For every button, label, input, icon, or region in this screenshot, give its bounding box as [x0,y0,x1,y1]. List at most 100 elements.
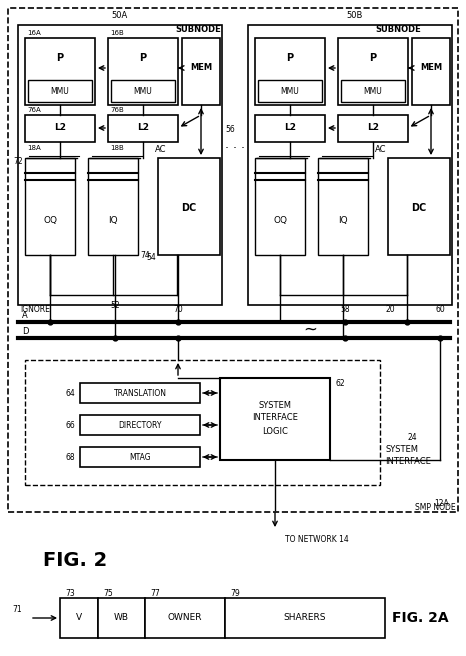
Text: WB: WB [114,613,129,623]
Bar [338,38,408,105]
Text: AC: AC [375,146,386,155]
Bar [8,8,458,512]
Text: MMU: MMU [51,87,69,96]
Text: FIG. 2A: FIG. 2A [392,611,448,625]
Bar [25,115,95,142]
Bar [182,38,220,105]
Text: SHARERS: SHARERS [284,613,326,623]
Text: TO NETWORK 14: TO NETWORK 14 [285,535,349,544]
Text: MEM: MEM [420,64,442,73]
Bar [220,378,330,460]
Text: DIRECTORY: DIRECTORY [118,420,162,430]
Text: MMU: MMU [281,87,299,96]
Text: OWNER: OWNER [168,613,202,623]
Bar [25,38,95,105]
Text: 70: 70 [173,306,183,314]
Text: ~: ~ [303,321,317,339]
Text: AC: AC [155,146,166,155]
Text: 60: 60 [435,306,445,314]
Text: SUBNODE: SUBNODE [175,26,221,35]
Text: SYSTEM: SYSTEM [385,445,418,455]
Text: 76B: 76B [110,107,124,113]
Text: V: V [76,613,82,623]
Text: TRANSLATION: TRANSLATION [114,388,166,398]
Text: 24: 24 [408,434,418,443]
Bar [88,158,138,255]
Text: 66: 66 [65,420,75,430]
Text: L2: L2 [137,123,149,133]
Bar [60,598,98,638]
Text: INTERFACE: INTERFACE [385,457,431,466]
Bar [318,158,368,255]
Bar [225,598,385,638]
Text: 75: 75 [103,590,113,598]
Bar [412,38,450,105]
Text: . . .: . . . [225,138,245,152]
Text: A: A [22,312,28,321]
Text: 77: 77 [150,590,160,598]
Text: L2: L2 [367,123,379,133]
Text: LOGIC: LOGIC [262,428,288,436]
Text: MTAG: MTAG [129,453,151,462]
Bar [111,80,175,102]
Text: IQ: IQ [338,216,348,224]
Bar [28,80,92,102]
Bar [341,80,405,102]
Text: 73: 73 [65,590,75,598]
Text: 18A: 18A [27,145,41,151]
Text: MEM: MEM [190,64,212,73]
Text: 76A: 76A [27,107,41,113]
Bar [80,383,200,403]
Bar [338,115,408,142]
Bar [255,38,325,105]
Text: 18B: 18B [110,145,124,151]
Text: P: P [287,53,294,63]
Bar [25,158,75,255]
Text: 71: 71 [13,605,22,615]
Text: 20: 20 [385,306,395,314]
Text: L2: L2 [284,123,296,133]
Bar [255,115,325,142]
Bar [145,598,225,638]
Text: MMU: MMU [363,87,383,96]
Text: P: P [370,53,377,63]
Text: 79: 79 [230,590,240,598]
Text: P: P [139,53,147,63]
Bar [255,158,305,255]
Text: D: D [22,327,28,337]
Text: 16B: 16B [110,30,124,36]
Text: FIG. 2: FIG. 2 [43,550,107,569]
Text: 16A: 16A [27,30,41,36]
Bar [258,80,322,102]
Bar [98,598,145,638]
Text: 50B: 50B [347,10,363,20]
Bar [388,158,450,255]
Text: OQ: OQ [43,216,57,224]
Text: 50A: 50A [112,10,128,20]
Bar [18,25,222,305]
Bar [25,360,380,485]
Text: 68: 68 [65,453,75,462]
Text: MMU: MMU [134,87,152,96]
Text: DC: DC [181,203,197,213]
Text: P: P [56,53,63,63]
Text: IGNORE: IGNORE [20,306,50,314]
Text: 52: 52 [110,300,120,310]
Text: SMP NODE: SMP NODE [415,504,456,512]
Bar [80,415,200,435]
Bar [248,25,452,305]
Text: 58: 58 [340,306,350,314]
Text: INTERFACE: INTERFACE [252,413,298,422]
Bar [158,158,220,255]
Text: 72: 72 [14,157,23,167]
Bar [108,38,178,105]
Bar [108,115,178,142]
Text: DC: DC [411,203,427,213]
Text: 64: 64 [65,388,75,398]
Text: 56: 56 [225,125,235,134]
Text: IQ: IQ [108,216,118,224]
Text: 74: 74 [140,251,150,260]
Text: SYSTEM: SYSTEM [259,401,292,409]
Text: 12A: 12A [434,499,449,508]
Text: OQ: OQ [273,216,287,224]
